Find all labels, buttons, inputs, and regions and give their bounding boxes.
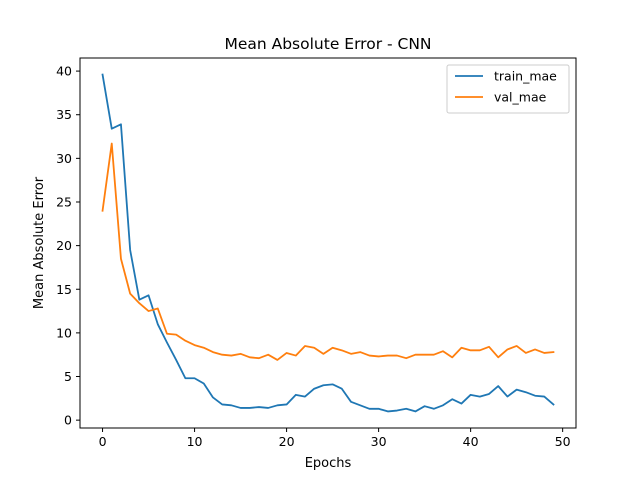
y-tick-label: 25 [56,194,72,209]
y-axis-label: Mean Absolute Error [32,176,47,309]
y-tick-label: 20 [56,238,72,253]
y-tick-label: 0 [64,413,72,428]
legend-label-val-mae: val_mae [494,90,547,105]
y-tick-label: 5 [64,369,72,384]
plot-background [80,58,576,428]
x-tick-label: 0 [99,434,107,449]
x-tick-label: 20 [279,434,295,449]
legend: train_mae val_mae [446,64,570,114]
x-axis-ticks: 0 10 20 30 40 50 [99,428,571,449]
series-layer [101,73,555,413]
legend-label-train-mae: train_mae [494,69,557,84]
plot-frame [79,57,577,429]
y-tick-label: 10 [56,325,72,340]
series-line-val-mae [101,142,555,361]
x-axis-label: Epochs [305,456,352,471]
y-tick-label: 30 [56,151,72,166]
y-tick-label: 35 [56,107,72,122]
x-tick-label: 10 [187,434,203,449]
x-tick-label: 50 [555,434,571,449]
chart-title: Mean Absolute Error - CNN [224,35,431,53]
x-tick-label: 40 [463,434,479,449]
y-tick-label: 40 [56,64,72,79]
y-axis-ticks: 0 5 10 15 20 25 30 35 40 [56,64,80,428]
y-tick-label: 15 [56,282,72,297]
legend-frame [446,64,570,114]
plot-area [79,57,577,429]
x-tick-label: 30 [371,434,387,449]
series-line-train-mae [101,73,555,413]
